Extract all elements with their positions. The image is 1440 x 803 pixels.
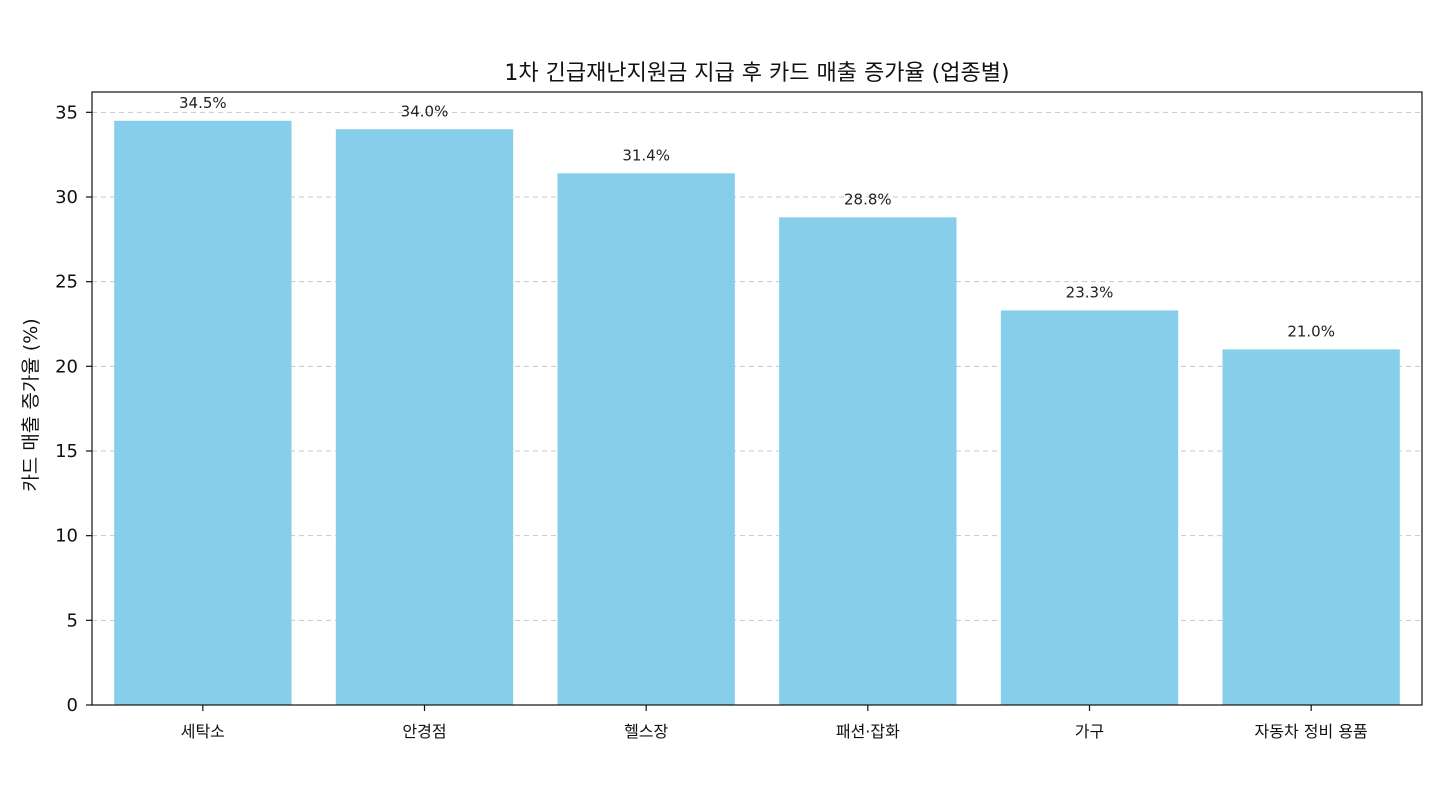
y-tick-label: 30 xyxy=(55,187,78,208)
bars xyxy=(114,120,1400,706)
x-tick-label: 가구 xyxy=(1075,722,1104,741)
bar xyxy=(114,120,292,705)
bar-value-label: 21.0% xyxy=(1287,322,1335,340)
x-tick-label: 헬스장 xyxy=(624,722,668,741)
bar xyxy=(1222,349,1400,705)
bar-value-label: 28.8% xyxy=(844,190,892,208)
y-axis-label: 카드 매출 증가율 (%) xyxy=(20,318,42,491)
bar-value-label: 31.4% xyxy=(622,146,670,164)
y-tick-label: 35 xyxy=(55,102,78,123)
x-tick-label: 세탁소 xyxy=(181,722,225,741)
y-tick-label: 25 xyxy=(55,272,78,293)
bar xyxy=(557,173,735,706)
data-labels: 34.5% 34.0% 31.4% 28.8% 23.3% 21.0% xyxy=(179,94,1335,341)
y-tick-label: 10 xyxy=(55,526,78,547)
bar-value-label: 34.0% xyxy=(401,102,449,120)
y-tick-label: 0 xyxy=(67,695,78,716)
gridlines xyxy=(92,111,1422,621)
x-tick-label: 안경점 xyxy=(402,722,446,741)
y-tick-label: 20 xyxy=(55,356,78,377)
bar xyxy=(779,217,957,705)
x-axis-ticks: 세탁소 안경점 헬스장 패션·잡화 가구 자동차 정비 용품 xyxy=(181,705,1368,741)
x-tick-label: 자동차 정비 용품 xyxy=(1255,722,1368,741)
bar xyxy=(335,129,514,705)
x-tick-label: 패션·잡화 xyxy=(836,722,900,741)
chart-title: 1차 긴급재난지원금 지급 후 카드 매출 증가율 (업종별) xyxy=(504,61,1009,86)
bar-value-label: 23.3% xyxy=(1066,283,1114,301)
y-axis-ticks: 0 5 10 15 20 25 30 35 xyxy=(55,102,92,716)
y-tick-label: 5 xyxy=(67,610,78,631)
bar-value-label: 34.5% xyxy=(179,94,227,112)
y-tick-label: 15 xyxy=(55,441,78,462)
bar xyxy=(1000,310,1179,705)
plot-frame xyxy=(91,91,1423,706)
